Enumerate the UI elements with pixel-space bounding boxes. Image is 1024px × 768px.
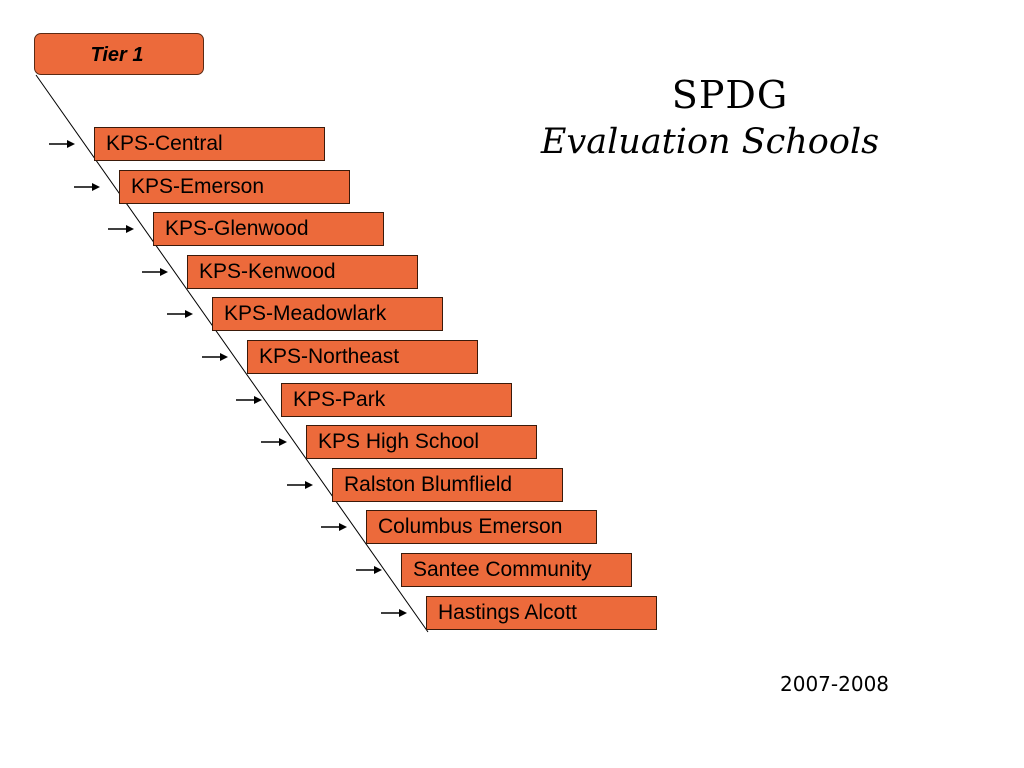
right-arrow-icon [236, 396, 262, 404]
right-arrow-icon [356, 566, 382, 574]
right-arrow-icon [142, 268, 168, 276]
slide-title: SPDG Evaluation Schools [500, 70, 960, 164]
school-box-kps-kenwood: KPS-Kenwood [187, 255, 418, 289]
school-box-kps-park: KPS-Park [281, 383, 512, 417]
right-arrow-icon [202, 353, 228, 361]
right-arrow-icon [321, 523, 347, 531]
title-sub: Evaluation Schools [540, 122, 880, 162]
right-arrow-icon [49, 140, 75, 148]
right-arrow-icon [287, 481, 313, 489]
right-arrow-icon [381, 609, 407, 617]
right-arrow-icon [108, 225, 134, 233]
tier-box: Tier 1 [34, 33, 204, 75]
right-arrow-icon [167, 310, 193, 318]
school-box-kps-emerson: KPS-Emerson [119, 170, 350, 204]
school-box-hastings-alcott: Hastings Alcott [426, 596, 657, 630]
school-box-ralston-blumflield: Ralston Blumflield [332, 468, 563, 502]
school-box-kps-northeast: KPS-Northeast [247, 340, 478, 374]
right-arrow-icon [261, 438, 287, 446]
school-box-columbus-emerson: Columbus Emerson [366, 510, 597, 544]
right-arrow-icon [74, 183, 100, 191]
school-box-kps-glenwood: KPS-Glenwood [153, 212, 384, 246]
school-box-kps-central: KPS-Central [94, 127, 325, 161]
year-label: 2007-2008 [780, 672, 890, 696]
school-box-kps-high-school: KPS High School [306, 425, 537, 459]
school-box-santee-community: Santee Community [401, 553, 632, 587]
title-main: SPDG [671, 73, 789, 117]
school-box-kps-meadowlark: KPS-Meadowlark [212, 297, 443, 331]
